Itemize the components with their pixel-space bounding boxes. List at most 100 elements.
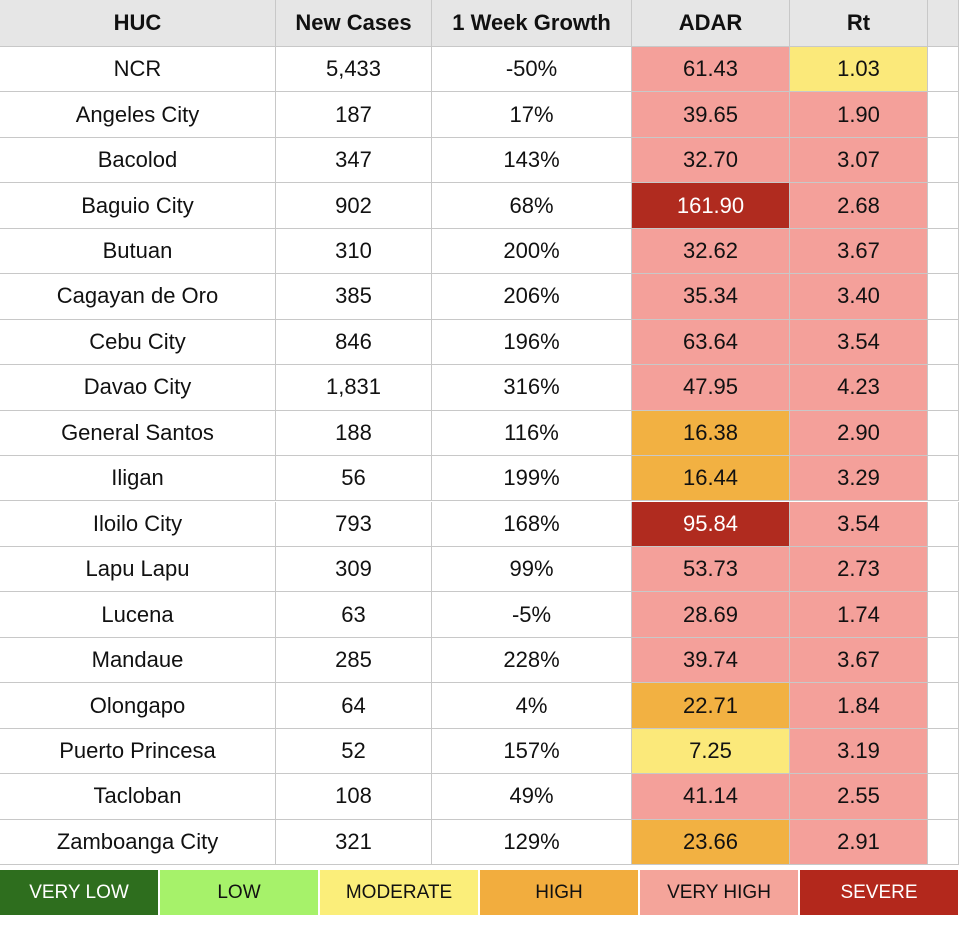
table-cell: 3.40 <box>790 274 928 320</box>
table-cell: 3.54 <box>790 501 928 547</box>
legend-item: LOW <box>160 870 318 915</box>
blank-cell <box>928 683 959 729</box>
legend-item: SEVERE <box>800 870 958 915</box>
blank-cell <box>928 728 959 775</box>
header-cell: Rt <box>790 0 928 47</box>
table-cell: 64 <box>276 683 432 729</box>
table-cell: 61.43 <box>632 47 790 93</box>
blank-cell <box>928 183 959 229</box>
table-cell: 3.19 <box>790 728 928 775</box>
table-cell: Tacloban <box>0 774 276 820</box>
table-cell: 68% <box>432 183 632 229</box>
blank-cell <box>928 92 959 138</box>
table-cell: 4.23 <box>790 365 928 411</box>
table-cell: 1.84 <box>790 683 928 729</box>
table-cell: Puerto Princesa <box>0 728 276 775</box>
table-cell: 52 <box>276 728 432 775</box>
table-cell: 4% <box>432 683 632 729</box>
table-cell: 188 <box>276 410 432 457</box>
table-cell: Zamboanga City <box>0 819 276 866</box>
blank-cell <box>928 501 959 547</box>
blank-cell <box>928 546 959 593</box>
table-cell: -50% <box>432 47 632 93</box>
table-cell: 3.54 <box>790 319 928 366</box>
table-cell: Davao City <box>0 365 276 411</box>
table-cell: 39.74 <box>632 637 790 684</box>
table-cell: Bacolod <box>0 137 276 184</box>
blank-cell <box>928 819 959 866</box>
table-cell: 187 <box>276 92 432 138</box>
table-cell: Iligan <box>0 456 276 502</box>
table-cell: 116% <box>432 410 632 457</box>
table-cell: 285 <box>276 637 432 684</box>
table-cell: 3.67 <box>790 228 928 275</box>
table-cell: 63 <box>276 592 432 638</box>
table-cell: 7.25 <box>632 728 790 775</box>
table-cell: 17% <box>432 92 632 138</box>
table-cell: 49% <box>432 774 632 820</box>
table-cell: 902 <box>276 183 432 229</box>
table-cell: 3.67 <box>790 637 928 684</box>
table-cell: General Santos <box>0 410 276 457</box>
header-blank <box>928 0 959 47</box>
table-cell: 99% <box>432 546 632 593</box>
table-cell: 199% <box>432 456 632 502</box>
table-cell: 168% <box>432 501 632 547</box>
blank-cell <box>928 592 959 638</box>
table-cell: 41.14 <box>632 774 790 820</box>
table-cell: 23.66 <box>632 819 790 866</box>
table-cell: 108 <box>276 774 432 820</box>
header-cell: HUC <box>0 0 276 47</box>
table-cell: 2.68 <box>790 183 928 229</box>
table-cell: 56 <box>276 456 432 502</box>
header-cell: ADAR <box>632 0 790 47</box>
table-cell: Baguio City <box>0 183 276 229</box>
table-cell: 200% <box>432 228 632 275</box>
table-cell: 5,433 <box>276 47 432 93</box>
table-cell: Mandaue <box>0 637 276 684</box>
table-cell: 347 <box>276 137 432 184</box>
table-cell: 1.74 <box>790 592 928 638</box>
table-cell: 32.62 <box>632 228 790 275</box>
table-cell: 1,831 <box>276 365 432 411</box>
table-cell: 143% <box>432 137 632 184</box>
table-cell: 32.70 <box>632 137 790 184</box>
table-cell: Cebu City <box>0 319 276 366</box>
table-cell: 793 <box>276 501 432 547</box>
table-cell: 129% <box>432 819 632 866</box>
table-cell: Lapu Lapu <box>0 546 276 593</box>
header-cell: New Cases <box>276 0 432 47</box>
table-cell: Iloilo City <box>0 501 276 547</box>
blank-cell <box>928 774 959 820</box>
table-cell: 2.91 <box>790 819 928 866</box>
table-cell: 206% <box>432 274 632 320</box>
table-cell: Lucena <box>0 592 276 638</box>
table-cell: 3.29 <box>790 456 928 502</box>
legend-item: MODERATE <box>320 870 478 915</box>
blank-cell <box>928 319 959 366</box>
legend-item: HIGH <box>480 870 638 915</box>
table-cell: 846 <box>276 319 432 366</box>
table-cell: 2.73 <box>790 546 928 593</box>
table-cell: Butuan <box>0 228 276 275</box>
table-cell: 316% <box>432 365 632 411</box>
blank-cell <box>928 410 959 457</box>
table-cell: 1.90 <box>790 92 928 138</box>
table-cell: 16.44 <box>632 456 790 502</box>
table-cell: 321 <box>276 819 432 866</box>
table-cell: NCR <box>0 47 276 93</box>
table-cell: 3.07 <box>790 137 928 184</box>
table-cell: 157% <box>432 728 632 775</box>
blank-cell <box>928 137 959 184</box>
legend-item: VERY HIGH <box>640 870 798 915</box>
table-cell: 1.03 <box>790 47 928 93</box>
blank-cell <box>928 274 959 320</box>
table-cell: 63.64 <box>632 319 790 366</box>
table-cell: Cagayan de Oro <box>0 274 276 320</box>
table-cell: 161.90 <box>632 183 790 229</box>
table-cell: 16.38 <box>632 410 790 457</box>
table-cell: 47.95 <box>632 365 790 411</box>
table-cell: 28.69 <box>632 592 790 638</box>
table-cell: 310 <box>276 228 432 275</box>
blank-cell <box>928 365 959 411</box>
